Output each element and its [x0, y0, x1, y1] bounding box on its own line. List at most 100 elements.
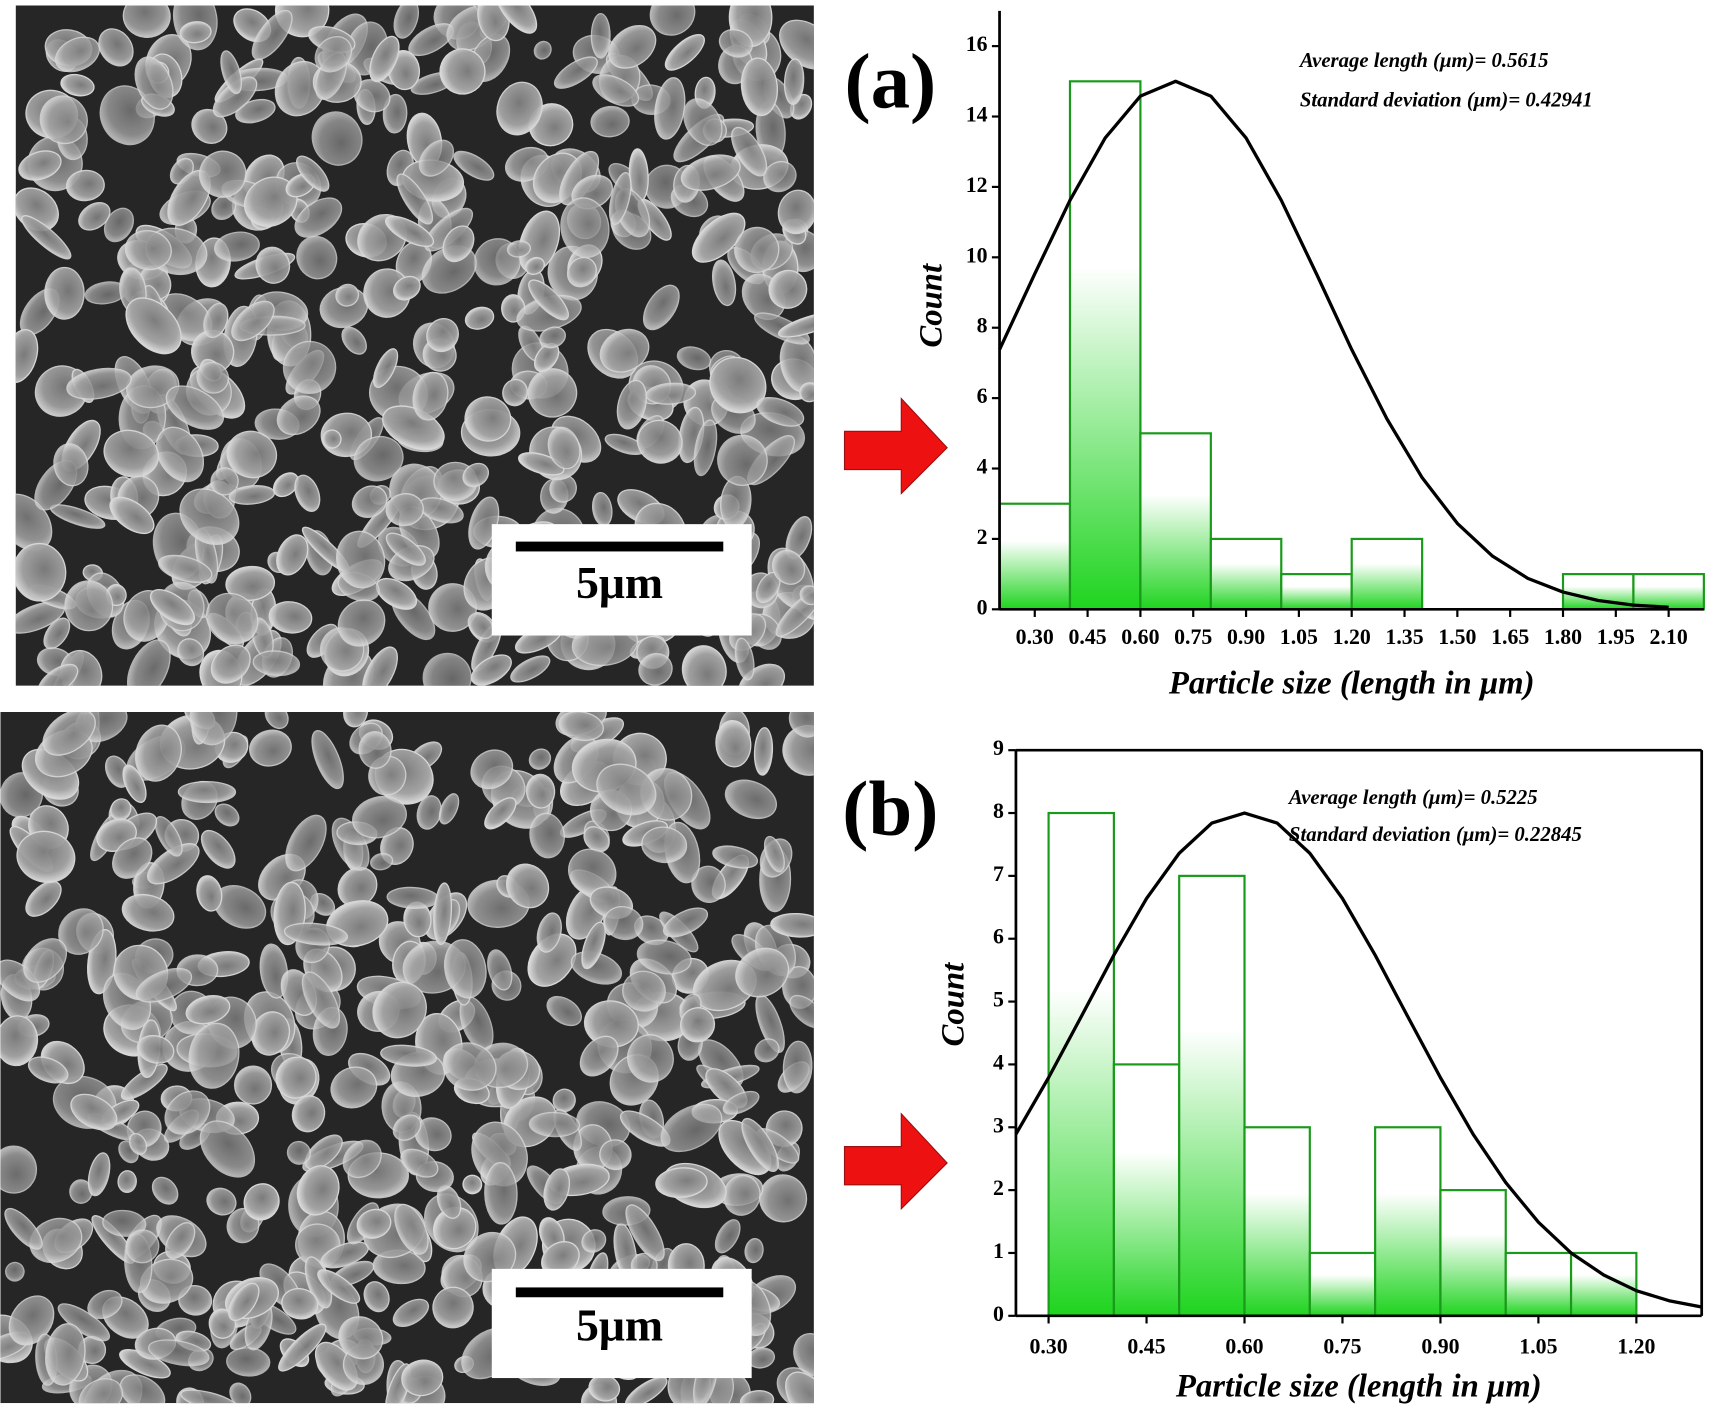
- grain: [510, 655, 551, 683]
- bar: [1374, 1126, 1442, 1317]
- x-tick-label: 1.35: [1385, 625, 1423, 649]
- grain: [212, 76, 258, 118]
- grain: [155, 426, 205, 483]
- grain: [125, 1229, 160, 1264]
- grain: [117, 1170, 137, 1193]
- grain: [128, 1132, 148, 1155]
- grain: [126, 639, 171, 686]
- y-tick-label: 16: [966, 32, 988, 56]
- y-tick-label: 3: [993, 1113, 1004, 1137]
- grain: [788, 711, 814, 738]
- grain: [396, 173, 434, 225]
- grain: [641, 826, 688, 864]
- grain: [470, 749, 514, 790]
- grain: [739, 1390, 775, 1404]
- grain: [372, 348, 399, 388]
- grain: [583, 826, 610, 853]
- y-tick-label: 2: [977, 525, 988, 549]
- grain: [210, 644, 251, 684]
- grain: [276, 534, 309, 576]
- grain: [134, 56, 174, 110]
- grain: [233, 1065, 273, 1105]
- grain: [799, 585, 814, 606]
- grain: [462, 1174, 483, 1195]
- grain: [231, 300, 275, 342]
- grain: [220, 50, 243, 95]
- grain: [502, 378, 529, 407]
- grain: [392, 1114, 422, 1141]
- grain: [275, 1056, 317, 1099]
- bar: [998, 502, 1072, 611]
- grain: [54, 36, 100, 73]
- y-tick-label: 7: [993, 862, 1004, 886]
- grain: [341, 326, 367, 355]
- grain: [734, 226, 780, 274]
- grain: [103, 429, 160, 478]
- grain: [422, 652, 472, 686]
- grain: [432, 1286, 474, 1329]
- grain: [335, 283, 360, 307]
- grain: [722, 1090, 760, 1115]
- bar: [1068, 80, 1142, 611]
- grain: [681, 645, 727, 686]
- grain: [37, 663, 79, 686]
- grain: [394, 1203, 429, 1255]
- grain: [599, 328, 650, 373]
- y-tick-label: 12: [966, 173, 988, 197]
- grain: [785, 1371, 814, 1404]
- y-tick-label: 6: [977, 384, 988, 408]
- grain: [296, 155, 330, 192]
- grain: [196, 361, 230, 394]
- grain: [352, 795, 407, 839]
- grain: [525, 773, 556, 809]
- grain: [274, 60, 326, 117]
- grain: [78, 1378, 124, 1404]
- x-tick-label: 0.45: [1068, 625, 1106, 649]
- grain: [16, 830, 76, 883]
- grain: [439, 48, 486, 95]
- grain: [470, 654, 512, 686]
- bar: [1308, 1251, 1377, 1317]
- grain: [616, 379, 648, 430]
- grain: [278, 1323, 327, 1372]
- grain: [771, 549, 806, 585]
- grain: [536, 912, 562, 953]
- bar: [1350, 537, 1424, 611]
- x-tick-label: 1.05: [1519, 1335, 1557, 1359]
- grain: [400, 1148, 439, 1178]
- grain: [45, 1323, 86, 1386]
- grain: [691, 865, 726, 903]
- grain: [135, 724, 182, 782]
- grain: [608, 171, 632, 225]
- grain: [714, 1219, 741, 1254]
- grain: [121, 893, 175, 932]
- grain: [625, 1204, 665, 1262]
- scale-bar: 5μm: [491, 1268, 752, 1379]
- grain: [527, 368, 578, 418]
- bar: [1632, 573, 1705, 611]
- grain: [210, 467, 239, 496]
- grain: [789, 994, 814, 1029]
- grain: [375, 577, 418, 610]
- grain: [401, 1359, 444, 1397]
- grain: [443, 939, 487, 999]
- grain: [179, 21, 212, 44]
- grain: [200, 829, 236, 869]
- grain: [372, 981, 427, 1039]
- grain: [294, 197, 343, 238]
- x-tick-label: 0.60: [1225, 1335, 1263, 1359]
- micrograph: [15, 5, 814, 686]
- grain: [8, 1295, 55, 1346]
- grain: [380, 1044, 438, 1067]
- grain: [282, 340, 337, 394]
- grain: [782, 1040, 813, 1094]
- grain: [484, 797, 517, 830]
- grain: [783, 58, 805, 106]
- x-tick-label: 1.20: [1333, 625, 1371, 649]
- grain: [356, 1208, 392, 1239]
- grain: [214, 803, 240, 827]
- grain: [693, 419, 718, 477]
- grain: [228, 1282, 260, 1322]
- grain: [740, 57, 779, 117]
- annotation: Standard deviation (μm)= 0.22845: [1289, 824, 1582, 846]
